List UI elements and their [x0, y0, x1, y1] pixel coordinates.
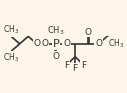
Text: F: F: [73, 64, 78, 73]
Text: CH$_3$: CH$_3$: [47, 25, 65, 37]
Text: O: O: [42, 39, 49, 48]
Text: O: O: [52, 52, 59, 61]
Text: CH$_3$: CH$_3$: [108, 38, 124, 50]
Text: O: O: [33, 39, 40, 48]
Text: O: O: [84, 28, 91, 37]
Text: CH$_3$: CH$_3$: [3, 51, 19, 64]
Text: F: F: [81, 61, 86, 70]
Text: O: O: [95, 39, 102, 48]
Text: O: O: [63, 39, 70, 48]
Text: P: P: [53, 39, 59, 49]
Text: CH$_3$: CH$_3$: [3, 24, 19, 36]
Text: F: F: [64, 61, 69, 70]
